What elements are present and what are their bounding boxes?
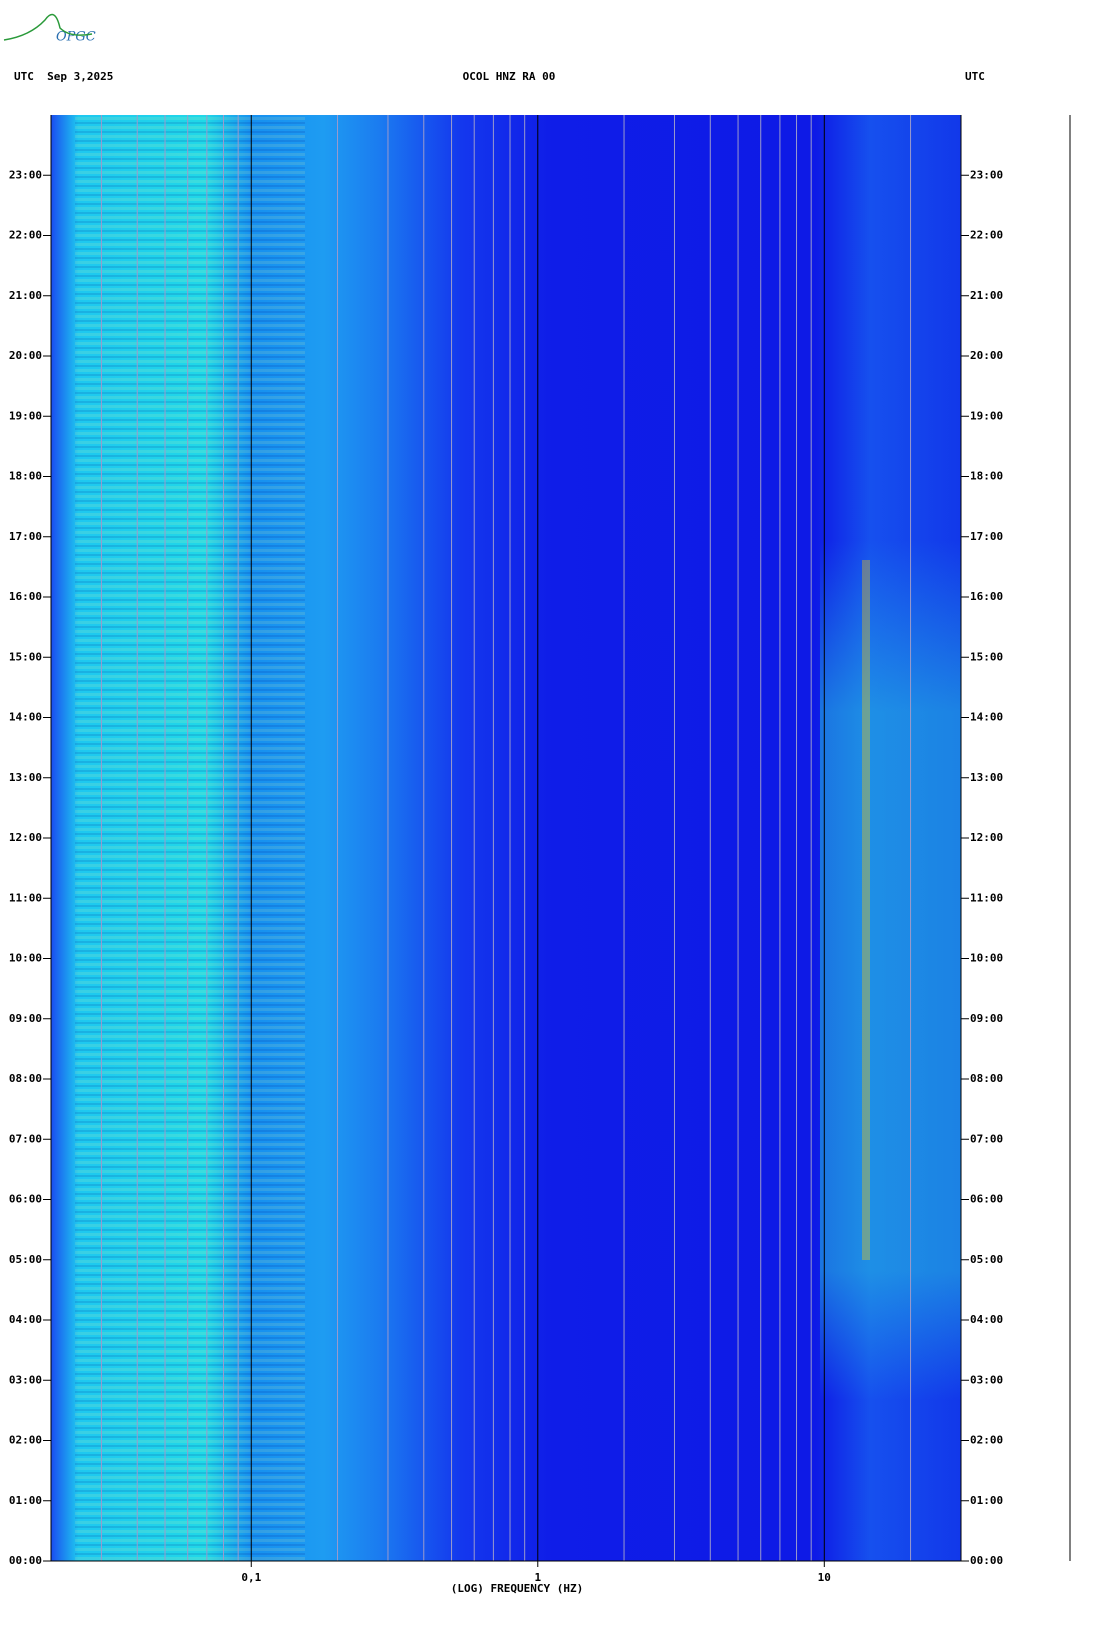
y-tick-label: 14:00 (9, 711, 42, 724)
y-tick-label: 01:00 (9, 1494, 42, 1507)
y-tick-label-right: 00:00 (970, 1554, 1003, 1567)
y-tick-label-right: 01:00 (970, 1494, 1003, 1507)
y-tick-label: 19:00 (9, 409, 42, 422)
y-tick-label-right: 09:00 (970, 1012, 1003, 1025)
y-tick-label-right: 23:00 (970, 168, 1003, 181)
y-tick-label-right: 17:00 (970, 530, 1003, 543)
y-tick-label: 12:00 (9, 831, 42, 844)
y-tick-label-right: 14:00 (970, 711, 1003, 724)
y-tick-label: 00:00 (9, 1554, 42, 1567)
y-tick-label: 06:00 (9, 1193, 42, 1206)
spectrogram-texture (75, 115, 305, 1561)
y-tick-label: 20:00 (9, 349, 42, 362)
x-tick-label: 1 (534, 1571, 541, 1584)
y-tick-label: 03:00 (9, 1373, 42, 1386)
y-tick-label: 13:00 (9, 771, 42, 784)
y-tick-label-right: 06:00 (970, 1193, 1003, 1206)
y-tick-label: 22:00 (9, 229, 42, 242)
y-tick-label: 05:00 (9, 1253, 42, 1266)
y-tick-label-right: 12:00 (970, 831, 1003, 844)
logo: OPGC (56, 30, 96, 45)
y-tick-label-right: 07:00 (970, 1132, 1003, 1145)
y-tick-label-right: 20:00 (970, 349, 1003, 362)
y-tick-label-right: 05:00 (970, 1253, 1003, 1266)
y-tick-label: 02:00 (9, 1434, 42, 1447)
y-tick-label-right: 02:00 (970, 1434, 1003, 1447)
y-tick-label: 08:00 (9, 1072, 42, 1085)
y-tick-label: 10:00 (9, 952, 42, 965)
y-tick-label: 09:00 (9, 1012, 42, 1025)
right-header: UTC (965, 70, 985, 83)
y-tick-label: 18:00 (9, 470, 42, 483)
x-axis-label: (LOG) FREQUENCY (HZ) (451, 1582, 583, 1595)
y-tick-label: 15:00 (9, 650, 42, 663)
y-tick-label-right: 10:00 (970, 952, 1003, 965)
y-tick-label-right: 04:00 (970, 1313, 1003, 1326)
y-tick-label-right: 16:00 (970, 590, 1003, 603)
y-tick-label: 11:00 (9, 891, 42, 904)
y-tick-label-right: 03:00 (970, 1373, 1003, 1386)
y-tick-label-right: 18:00 (970, 470, 1003, 483)
y-tick-label-right: 21:00 (970, 289, 1003, 302)
y-tick-label: 21:00 (9, 289, 42, 302)
y-tick-label-right: 15:00 (970, 650, 1003, 663)
y-tick-label: 16:00 (9, 590, 42, 603)
x-tick-label: 0,1 (241, 1571, 261, 1584)
y-tick-label-right: 11:00 (970, 891, 1003, 904)
y-tick-label: 17:00 (9, 530, 42, 543)
y-tick-label-right: 19:00 (970, 409, 1003, 422)
y-tick-label-right: 13:00 (970, 771, 1003, 784)
spectrogram-peak (862, 560, 870, 1260)
spectrogram-energy (820, 540, 961, 1400)
left-header: UTC Sep 3,2025 (14, 70, 113, 83)
x-tick-label: 10 (818, 1571, 831, 1584)
y-tick-label-right: 08:00 (970, 1072, 1003, 1085)
y-tick-label: 07:00 (9, 1132, 42, 1145)
y-tick-label-right: 22:00 (970, 229, 1003, 242)
chart-title: OCOL HNZ RA 00 (463, 70, 556, 83)
y-tick-label: 04:00 (9, 1313, 42, 1326)
y-tick-label: 23:00 (9, 168, 42, 181)
logo-curve (3, 13, 93, 41)
